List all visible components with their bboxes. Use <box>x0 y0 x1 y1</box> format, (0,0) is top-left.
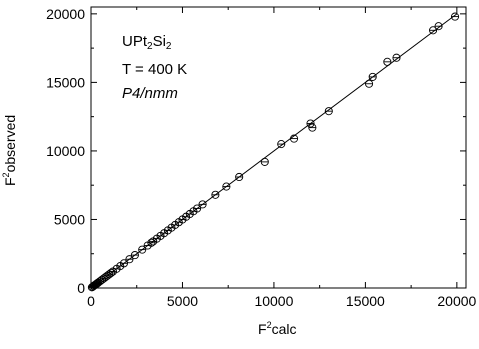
data-point <box>211 190 220 199</box>
tick-label-group: 0 5000 10000 15000 20000 0 5000 10000 15000 20000 <box>46 6 476 309</box>
data-point-group <box>87 12 460 292</box>
data-point <box>119 259 128 268</box>
x-axis-label-pre: F <box>258 321 267 337</box>
data-point <box>289 134 299 143</box>
data-point <box>392 53 401 62</box>
x-axis-label-post: calc <box>271 321 297 337</box>
plot-frame <box>90 6 467 289</box>
data-point <box>130 251 139 260</box>
x-axis-label: F2calc <box>258 320 297 338</box>
data-point <box>429 26 438 35</box>
data-point <box>324 107 333 116</box>
compound-base: UPt <box>122 33 148 50</box>
data-point <box>222 182 231 191</box>
x-tick-label: 20000 <box>437 293 476 309</box>
compound-sub2: 2 <box>165 41 172 52</box>
data-point <box>107 268 116 277</box>
y-tick-label: 0 <box>77 280 85 296</box>
compound-sub1: 2 <box>147 41 153 52</box>
temperature-label: T = 400 K <box>122 61 188 78</box>
data-point <box>368 72 377 81</box>
tick-group <box>90 7 466 289</box>
data-point <box>198 200 207 209</box>
x-tick-label: 0 <box>87 293 95 309</box>
y-axis-label-pre: F <box>2 177 18 186</box>
fit-line <box>90 13 458 289</box>
compound-mid: Si <box>152 33 166 50</box>
data-point <box>277 140 286 149</box>
y-tick-label: 5000 <box>54 211 85 227</box>
data-point <box>364 79 374 88</box>
data-point <box>235 172 244 182</box>
y-axis-label: F2observed <box>1 114 18 186</box>
y-tick-label: 15000 <box>46 74 85 90</box>
x-tick-label: 15000 <box>346 293 385 309</box>
compound-label: UPt2Si2 <box>122 33 172 52</box>
y-axis-label-sup: 2 <box>1 172 11 178</box>
y-tick-label: 20000 <box>46 6 85 22</box>
data-point <box>383 57 392 66</box>
data-point <box>306 119 315 128</box>
y-tick-label: 10000 <box>46 143 85 159</box>
space-group-label: P4/nmm <box>122 85 178 102</box>
data-point <box>308 123 317 132</box>
data-point <box>450 12 460 21</box>
data-point <box>434 22 443 31</box>
data-point <box>260 157 269 166</box>
x-tick-label: 5000 <box>167 293 198 309</box>
x-tick-label: 10000 <box>254 293 293 309</box>
y-axis-label-post: observed <box>2 114 18 173</box>
x-axis-label-sup: 2 <box>266 320 272 330</box>
data-point <box>193 204 202 213</box>
data-point <box>147 238 156 247</box>
data-point <box>138 245 147 254</box>
data-point <box>125 255 134 264</box>
